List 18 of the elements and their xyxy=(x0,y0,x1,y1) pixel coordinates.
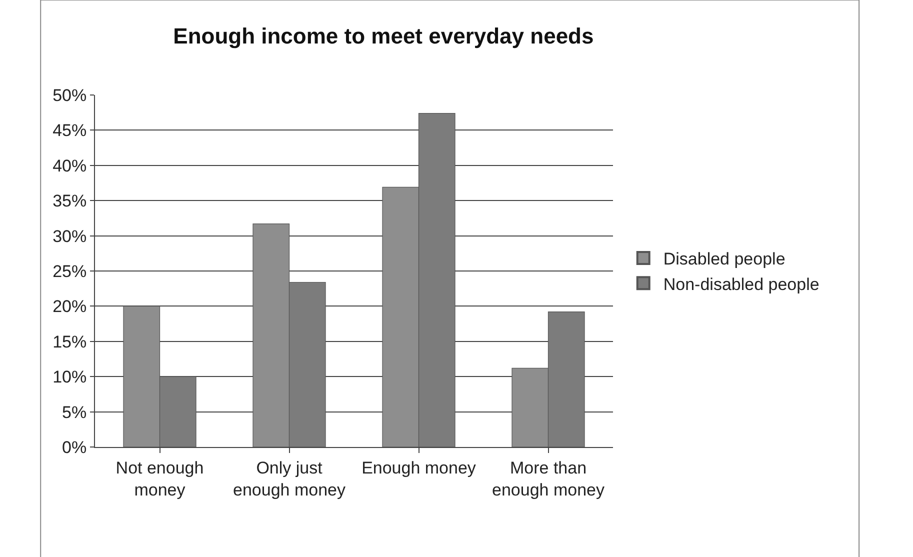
y-tick-label: 0% xyxy=(62,438,87,457)
y-tick-label: 40% xyxy=(52,156,87,176)
y-tick-label: 5% xyxy=(62,402,87,422)
y-tick-label: 45% xyxy=(52,121,87,140)
y-tick-label: 10% xyxy=(52,368,87,387)
x-tick-label: More than enough money xyxy=(492,458,605,500)
y-tick-label: 15% xyxy=(52,332,87,352)
y-tick-label: 35% xyxy=(52,192,87,211)
y-tick-label: 20% xyxy=(52,297,87,316)
legend-label: Non-disabled people xyxy=(663,274,820,294)
y-tick-label: 50% xyxy=(52,86,87,105)
x-tick-label: Only just enough money xyxy=(233,458,346,500)
legend-label: Disabled people xyxy=(663,250,786,269)
x-tick-label: Not enough money xyxy=(116,458,204,500)
y-tick-label: 25% xyxy=(52,262,87,281)
y-tick-label: 30% xyxy=(52,226,87,246)
chart-title: Enough income to meet everyday needs xyxy=(173,23,594,48)
x-tick-label: Enough money xyxy=(362,458,476,478)
